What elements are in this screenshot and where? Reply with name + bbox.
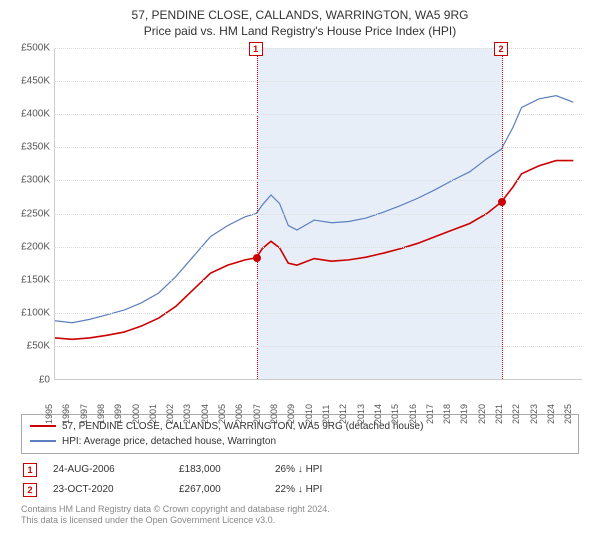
x-tick-label: 2018 [442, 404, 452, 424]
chart-title: 57, PENDINE CLOSE, CALLANDS, WARRINGTON,… [14, 8, 586, 24]
sale-diff: 22% ↓ HPI [275, 484, 385, 495]
footer-line: This data is licensed under the Open Gov… [21, 515, 579, 527]
gridline [54, 81, 582, 82]
sale-row: 1 24-AUG-2006 £183,000 26% ↓ HPI [21, 460, 579, 480]
x-tick-label: 2002 [165, 404, 175, 424]
x-tick-label: 1998 [96, 404, 106, 424]
x-tick-label: 2009 [286, 404, 296, 424]
x-tick-label: 2011 [321, 404, 331, 423]
x-tick-label: 2025 [563, 404, 573, 424]
x-tick-label: 2020 [477, 404, 487, 424]
legend-label: HPI: Average price, detached house, Warr… [62, 434, 276, 449]
x-tick-label: 2003 [182, 404, 192, 424]
y-tick-label: £350K [14, 142, 50, 153]
x-tick-label: 2005 [217, 404, 227, 424]
y-tick-label: £400K [14, 108, 50, 119]
y-tick-label: £0 [14, 374, 50, 385]
x-tick-label: 2021 [494, 404, 504, 424]
x-tick-label: 2022 [511, 404, 521, 424]
legend-swatch [30, 440, 56, 442]
y-tick-label: £500K [14, 42, 50, 53]
sale-row-marker: 1 [23, 463, 37, 477]
sale-point-dot [498, 198, 506, 206]
y-tick-label: £250K [14, 208, 50, 219]
y-tick-label: £450K [14, 75, 50, 86]
x-tick-label: 2024 [546, 404, 556, 424]
x-tick-label: 2017 [425, 404, 435, 424]
gridline [54, 180, 582, 181]
gridline [54, 346, 582, 347]
chart-subtitle: Price paid vs. HM Land Registry's House … [14, 24, 586, 38]
y-tick-label: £150K [14, 274, 50, 285]
x-tick-label: 2019 [459, 404, 469, 424]
x-tick-label: 2013 [356, 404, 366, 424]
gridline [54, 114, 582, 115]
sale-point-dot [253, 254, 261, 262]
gridline [54, 247, 582, 248]
y-tick-label: £100K [14, 308, 50, 319]
gridline [54, 280, 582, 281]
sale-price: £267,000 [179, 484, 259, 495]
x-tick-label: 2010 [304, 404, 314, 424]
x-tick-label: 2006 [234, 404, 244, 424]
x-tick-label: 2016 [408, 404, 418, 424]
x-tick-label: 2004 [200, 404, 210, 424]
sales-table: 1 24-AUG-2006 £183,000 26% ↓ HPI 2 23-OCT-202… [21, 460, 579, 500]
x-tick-label: 2000 [131, 404, 141, 424]
footer-line: Contains HM Land Registry data © Crown c… [21, 504, 579, 516]
sale-row-marker: 2 [23, 483, 37, 497]
x-tick-label: 2015 [390, 404, 400, 424]
chart-container: 57, PENDINE CLOSE, CALLANDS, WARRINGTON,… [0, 0, 600, 533]
x-tick-label: 2012 [338, 404, 348, 424]
x-tick-label: 1995 [44, 404, 54, 424]
sale-marker-flag: 1 [249, 42, 263, 56]
x-tick-label: 2008 [269, 404, 279, 424]
gridline [54, 214, 582, 215]
sale-diff: 26% ↓ HPI [275, 464, 385, 475]
series-hpi [55, 95, 573, 322]
y-tick-label: £200K [14, 241, 50, 252]
gridline [54, 313, 582, 314]
x-tick-label: 2023 [529, 404, 539, 424]
gridline [54, 147, 582, 148]
x-tick-label: 2014 [373, 404, 383, 424]
y-tick-label: £300K [14, 175, 50, 186]
sale-price: £183,000 [179, 464, 259, 475]
x-tick-label: 1997 [79, 404, 89, 424]
series-price_paid [55, 160, 573, 339]
sale-date: 23-OCT-2020 [53, 484, 163, 495]
sale-marker-flag: 2 [494, 42, 508, 56]
legend-swatch [30, 425, 56, 427]
sale-row: 2 23-OCT-2020 £267,000 22% ↓ HPI [21, 480, 579, 500]
legend-row: HPI: Average price, detached house, Warr… [30, 434, 570, 449]
attribution-footer: Contains HM Land Registry data © Crown c… [21, 504, 579, 527]
y-tick-label: £50K [14, 341, 50, 352]
legend-row: 57, PENDINE CLOSE, CALLANDS, WARRINGTON,… [30, 419, 570, 434]
x-tick-label: 1999 [113, 404, 123, 424]
sale-date: 24-AUG-2006 [53, 464, 163, 475]
chart-area: £0 £50K £100K £150K £200K £250K £300K £350K £400… [14, 42, 586, 410]
x-tick-label: 2001 [148, 404, 158, 424]
x-tick-label: 1996 [61, 404, 71, 424]
x-tick-label: 2007 [252, 404, 262, 424]
